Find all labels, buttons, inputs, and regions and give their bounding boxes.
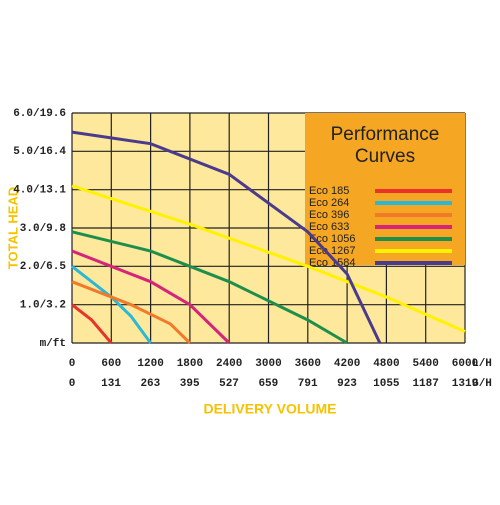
- x-tick-label: 3600: [295, 358, 321, 370]
- legend-label: Eco 1267: [309, 245, 355, 257]
- x-tick-label: 4800: [373, 358, 399, 370]
- legend-swatch: [375, 249, 452, 253]
- x2-tick-label: 791: [298, 378, 318, 390]
- legend-label: Eco 396: [309, 209, 349, 221]
- legend-label: Eco 633: [309, 221, 349, 233]
- x-tick-label: 2400: [216, 358, 242, 370]
- y-tick-label: 4.0/13.1: [13, 185, 66, 197]
- y-tick-label: 3.0/9.8: [20, 223, 67, 235]
- x-tick-label: 4200: [334, 358, 360, 370]
- legend-label: Eco 1584: [309, 257, 355, 269]
- x-tick-label: 3000: [255, 358, 281, 370]
- x-tick-label: 1800: [177, 358, 203, 370]
- y-tick-label: 5.0/16.4: [13, 146, 66, 158]
- x-axis-title: DELIVERY VOLUME: [203, 401, 336, 417]
- x-unit: L/H: [472, 358, 492, 370]
- x2-tick-label: 131: [101, 378, 121, 390]
- x-tick-label: 1200: [137, 358, 163, 370]
- x2-tick-label: 923: [337, 378, 357, 390]
- curve: [71, 230, 348, 345]
- legend-swatch: [375, 237, 452, 241]
- legend-title: Performance Curves: [331, 124, 440, 167]
- legend-swatch: [375, 225, 452, 229]
- y-tick-label: m/ft: [40, 338, 66, 350]
- x2-tick-label: 0: [69, 378, 76, 390]
- curve: [71, 265, 152, 344]
- legend-label: Eco 264: [309, 197, 349, 209]
- y-axis-title: TOTAL HEAD: [5, 187, 20, 269]
- x2-unit: G/H: [472, 378, 492, 390]
- x-tick-label: 600: [101, 358, 121, 370]
- legend-label: Eco 1056: [309, 233, 355, 245]
- y-tick-label: 1.0/3.2: [20, 300, 66, 312]
- x-tick-label: 0: [69, 358, 76, 370]
- legend-swatch: [375, 261, 452, 265]
- curve: [71, 303, 113, 344]
- x2-tick-label: 1187: [412, 378, 438, 390]
- x-tick-label: 5400: [412, 358, 438, 370]
- y-tick-label: 6.0/19.6: [13, 108, 66, 120]
- x-tick-label: 6000: [452, 358, 478, 370]
- legend-swatch: [375, 213, 452, 217]
- y-tick-label: 2.0/6.5: [20, 261, 67, 273]
- curve: [71, 184, 466, 333]
- legend-label: Eco 185: [309, 185, 349, 197]
- x2-tick-label: 659: [258, 378, 278, 390]
- legend-swatch: [375, 201, 452, 205]
- legend-swatch: [375, 189, 452, 193]
- curve: [71, 280, 191, 345]
- x2-tick-label: 1319: [452, 378, 478, 390]
- x2-tick-label: 1055: [373, 378, 400, 390]
- curve: [71, 249, 231, 345]
- x2-tick-label: 527: [219, 378, 239, 390]
- x2-tick-label: 263: [140, 378, 160, 390]
- x2-tick-label: 395: [180, 378, 200, 390]
- curve: [71, 130, 382, 344]
